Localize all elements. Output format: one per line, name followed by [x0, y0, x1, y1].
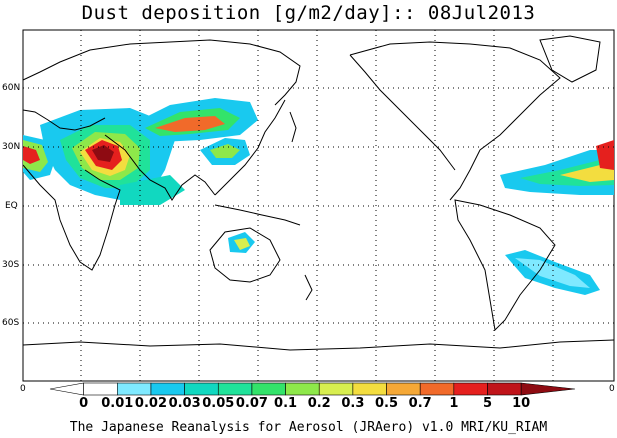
colorbar-label: 0.5	[375, 396, 399, 411]
colorbar-label: 0.05	[202, 396, 235, 411]
colorbar-swatch	[184, 382, 219, 396]
colorbar-label: 5	[482, 396, 493, 411]
colorbar-swatch	[49, 382, 84, 396]
colorbar-swatch	[520, 382, 576, 396]
map-title: Dust deposition [g/m2/day]:: 08Jul2013	[81, 2, 536, 24]
colorbar-label: 1	[449, 396, 459, 411]
colorbar-swatch	[117, 382, 152, 396]
edge-label-left: 0	[20, 384, 26, 394]
colorbar-label: 0.03	[168, 396, 201, 411]
colorbar-label: 0.7	[408, 396, 432, 411]
lat-label-60s: 60S	[2, 318, 20, 328]
coastlines	[22, 35, 615, 351]
colorbar-swatch	[251, 382, 286, 396]
colorbar-swatch	[83, 382, 118, 396]
colorbar-label: 0.01	[101, 396, 134, 411]
colorbar-swatch	[386, 382, 421, 396]
lat-label-30n: 30N	[2, 142, 21, 152]
colorbar-swatch	[419, 382, 455, 396]
colorbar-label: 0.3	[341, 396, 365, 411]
colorbar-swatch	[217, 382, 253, 396]
colorbar-label: 10	[512, 396, 531, 411]
dust-shading	[23, 98, 614, 295]
colorbar-swatch	[487, 382, 522, 396]
colorbar-label: 0.2	[307, 396, 331, 411]
colorbar-label: 0.02	[134, 396, 167, 411]
colorbar-swatch	[352, 382, 387, 396]
colorbar-swatch	[285, 382, 320, 396]
colorbar-swatch	[318, 382, 354, 396]
colorbar-swatch	[453, 382, 488, 396]
edge-label-right: 0	[609, 384, 615, 394]
lat-label-60n: 60N	[2, 83, 21, 93]
colorbar-label: 0	[79, 396, 89, 411]
lat-label-30s: 30S	[2, 260, 20, 270]
lat-label-eq: EQ	[5, 201, 18, 211]
colorbar-label: 0.07	[235, 396, 268, 411]
credit-line: The Japanese Reanalysis for Aerosol (JRA…	[69, 420, 548, 435]
colorbar	[49, 382, 576, 396]
graticule	[23, 30, 614, 381]
colorbar-swatch	[150, 382, 185, 396]
colorbar-label: 0.1	[274, 396, 298, 411]
